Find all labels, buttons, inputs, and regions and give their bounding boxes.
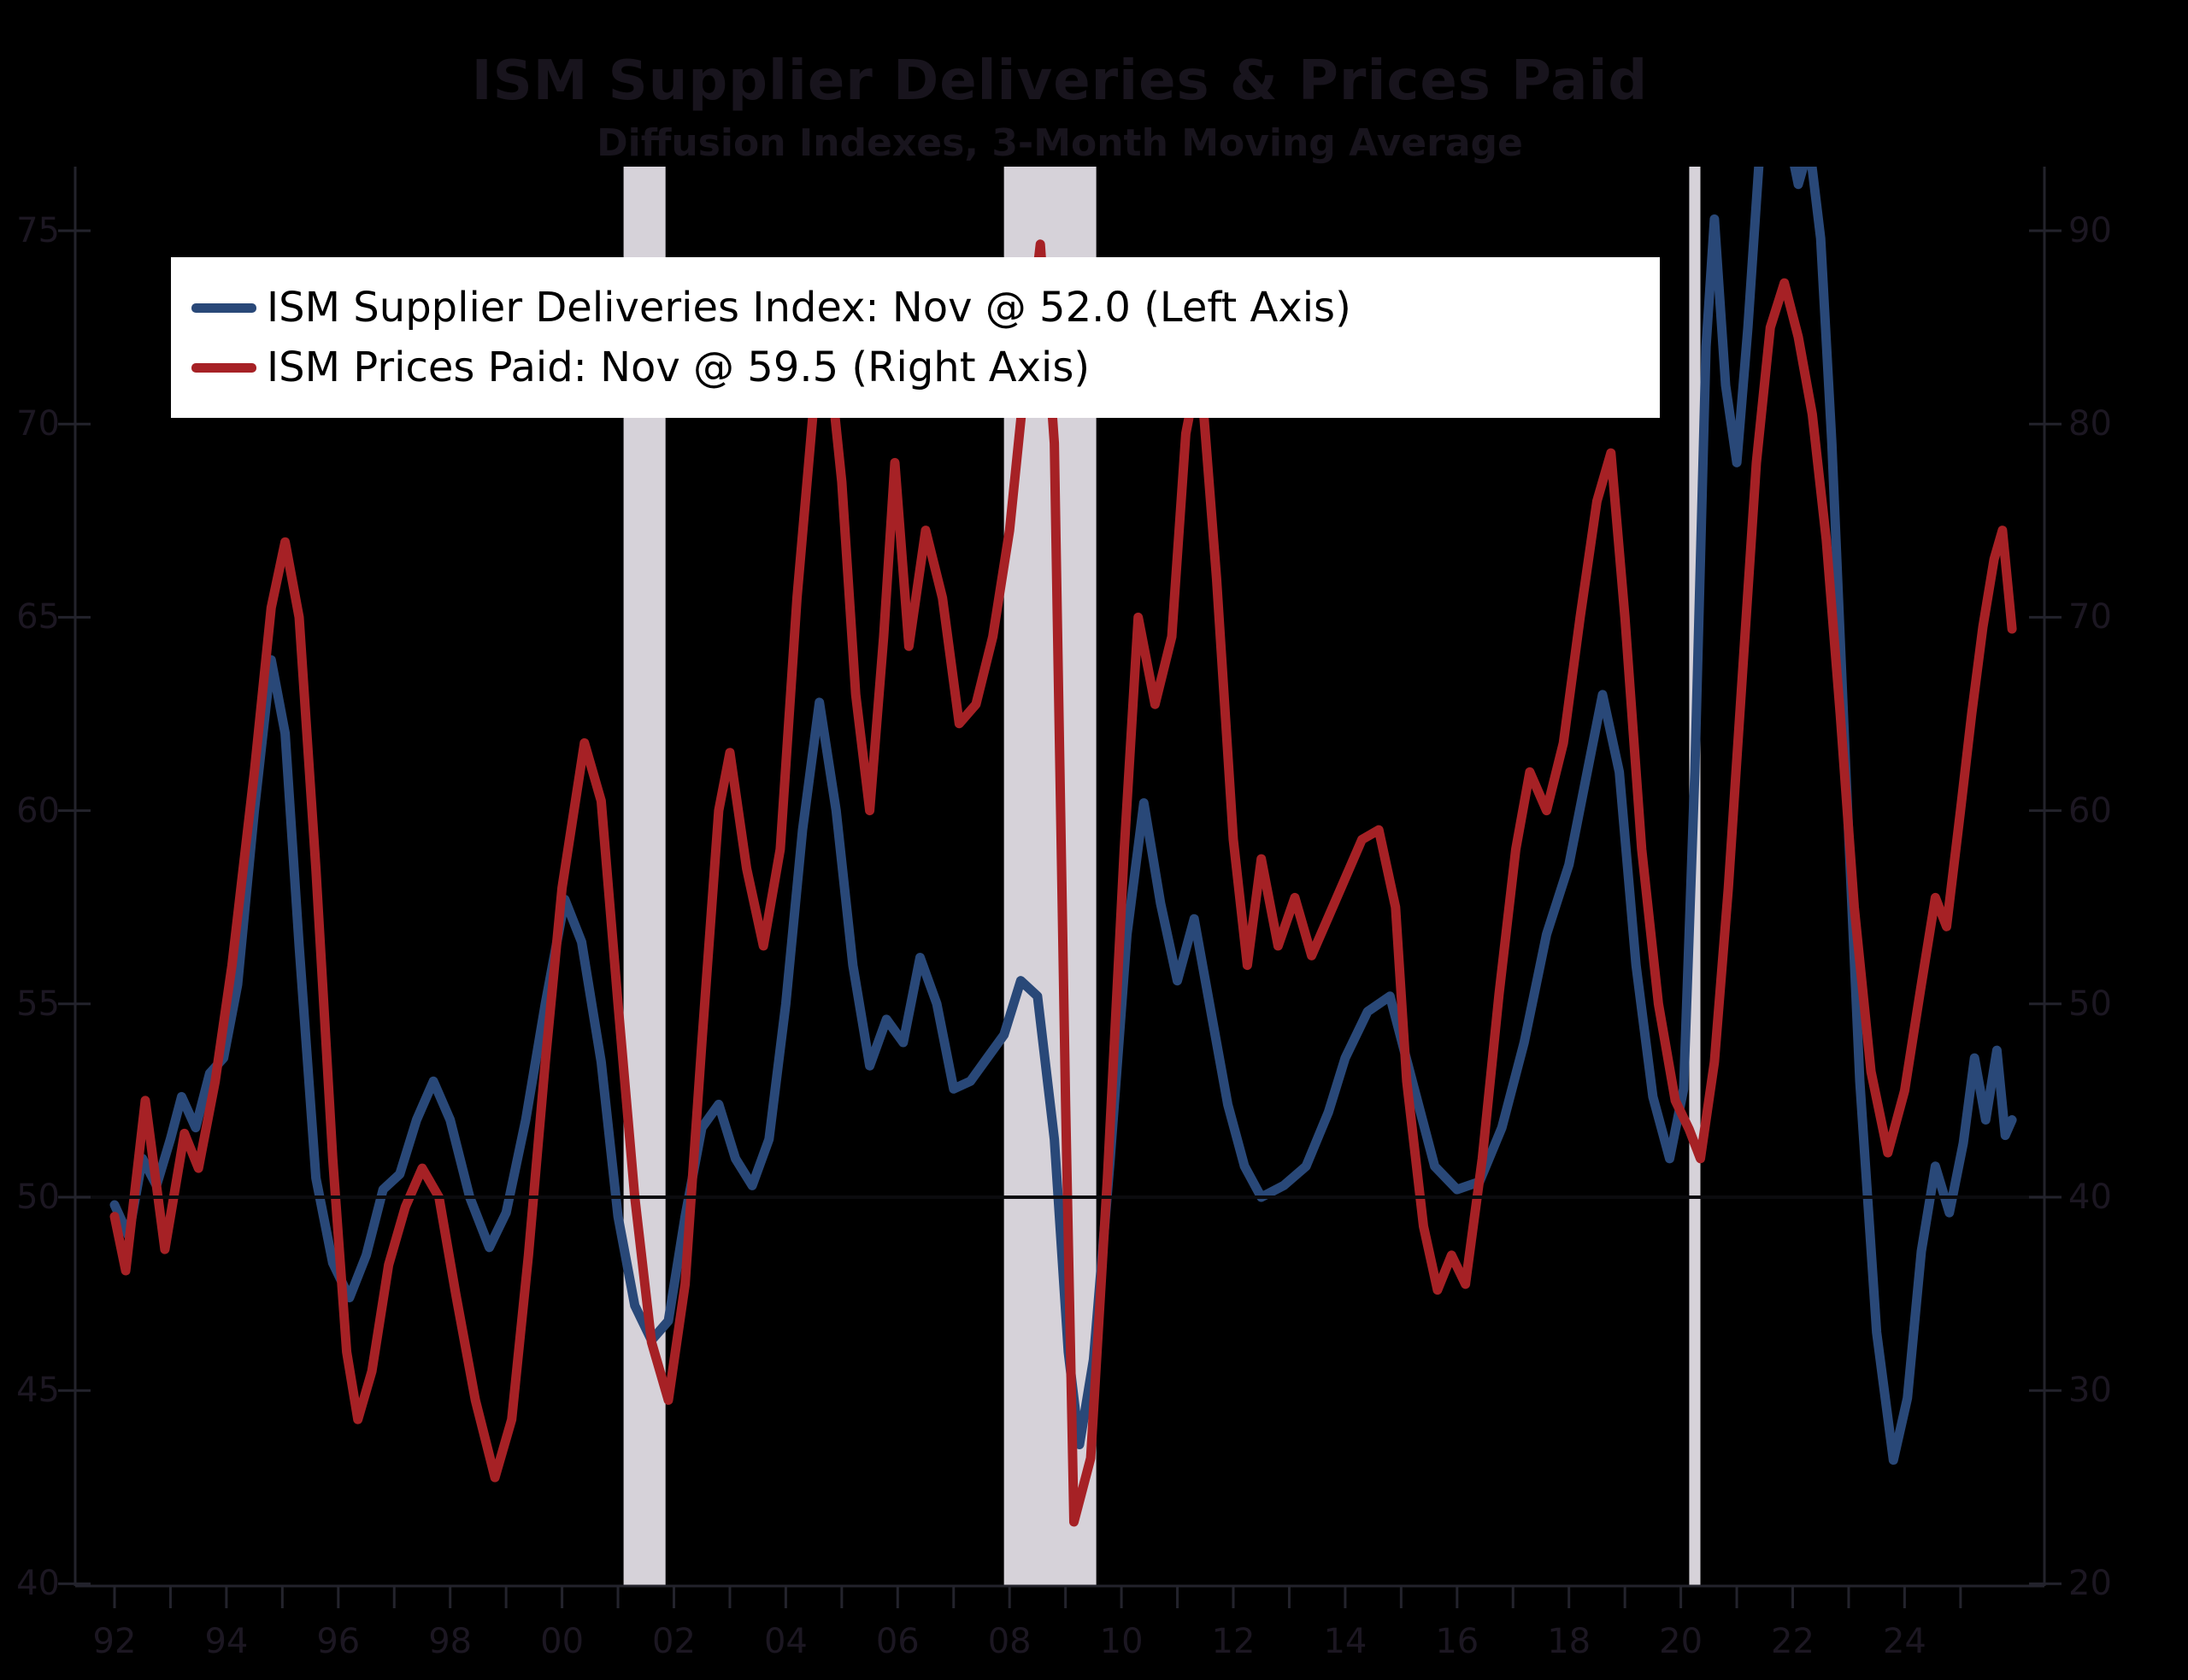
x-axis-label: 20 (1659, 1622, 1703, 1661)
right-axis-label: 30 (2068, 1371, 2112, 1411)
prices-paid-line (109, 239, 2017, 1527)
x-axis-label: 92 (92, 1622, 137, 1661)
x-axis-label: 16 (1435, 1622, 1479, 1661)
x-axis-label: 98 (428, 1622, 473, 1661)
left-axis-label: 70 (16, 404, 60, 444)
deliveries-swatch-icon (191, 303, 256, 313)
x-axis-label: 08 (987, 1622, 1032, 1661)
x-axis-label: 12 (1211, 1622, 1256, 1661)
right-axis-label: 60 (2068, 790, 2112, 831)
left-axis-label: 45 (16, 1371, 60, 1411)
right-axis-label: 40 (2068, 1178, 2112, 1217)
right-axis-label: 20 (2068, 1564, 2112, 1604)
right-axis-label: 90 (2068, 211, 2112, 250)
x-axis-label: 04 (763, 1622, 808, 1661)
chart-subtitle: Diffusion Indexes, 3-Month Moving Averag… (597, 121, 1523, 165)
right-axis-label: 70 (2068, 597, 2112, 637)
prices-swatch-icon (191, 362, 256, 373)
legend-item-prices: ISM Prices Paid: Nov @ 59.5 (Right Axis) (191, 344, 1660, 391)
x-axis-label: 00 (540, 1622, 585, 1661)
x-axis-label: 18 (1547, 1622, 1591, 1661)
right-axis-label: 50 (2068, 984, 2112, 1024)
x-axis-label: 10 (1099, 1622, 1144, 1661)
x-axis-label: 02 (652, 1622, 696, 1661)
left-axis-label: 55 (16, 984, 60, 1024)
supplier-deliveries-line (109, 167, 2017, 1466)
chart-title: ISM Supplier Deliveries & Prices Paid (471, 50, 1649, 113)
x-axis-label: 24 (1882, 1622, 1926, 1661)
left-axis-label: 75 (16, 211, 60, 250)
right-axis-label: 80 (2068, 404, 2112, 444)
x-axis-label: 96 (316, 1622, 361, 1661)
left-axis-label: 50 (16, 1178, 60, 1217)
left-axis-label: 40 (16, 1564, 60, 1604)
legend-label-prices: ISM Prices Paid: Nov @ 59.5 (Right Axis) (267, 344, 1091, 391)
series-group (109, 167, 2017, 1527)
x-axis-label: 94 (204, 1622, 249, 1661)
legend-item-deliveries: ISM Supplier Deliveries Index: Nov @ 52.… (191, 284, 1660, 332)
x-axis-label: 22 (1771, 1622, 1815, 1661)
legend-label-deliveries: ISM Supplier Deliveries Index: Nov @ 52.… (267, 284, 1351, 332)
x-axis-label: 14 (1323, 1622, 1368, 1661)
left-axis-label: 60 (16, 790, 60, 831)
x-axis-label: 06 (875, 1622, 920, 1661)
legend-box: ISM Supplier Deliveries Index: Nov @ 52.… (171, 257, 1660, 418)
left-axis-label: 65 (16, 597, 60, 637)
